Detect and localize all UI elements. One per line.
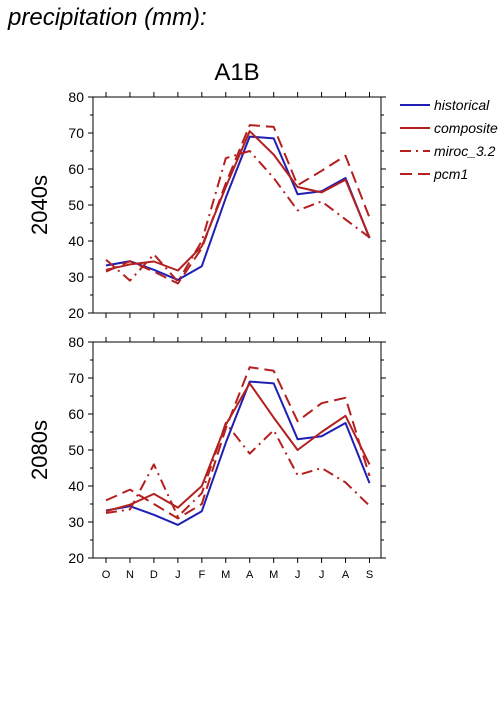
plot-frame — [92, 341, 382, 559]
x-tick-label: S — [366, 569, 373, 581]
panel-0: 20 30 40 50 60 70 80 2040s — [27, 89, 386, 321]
y-tick-label: 40 — [68, 478, 84, 494]
x-tick-label: F — [198, 569, 205, 581]
page-title: precipitation (mm): — [8, 4, 207, 31]
panel-1: 20 30 40 50 60 70 80 O N D J F M A M J J A S 2080s — [27, 334, 386, 581]
chart-legend: historical composite miroc_3.2 pcm1 — [400, 97, 498, 182]
y-tick-label: 80 — [68, 334, 84, 350]
x-tick-label: J — [175, 569, 181, 581]
legend-label: composite — [434, 120, 498, 136]
x-tick-label: A — [246, 569, 254, 581]
x-tick-label: M — [269, 569, 278, 581]
x-tick-label: A — [342, 569, 350, 581]
series-line-composite — [105, 382, 371, 513]
chart-panels: 20 30 40 50 60 70 80 2040s 20 30 40 50 60 70 80 O N D J F M A… — [27, 89, 386, 581]
legend-label: miroc_3.2 — [434, 143, 496, 159]
series-line-miroc-3-2 — [105, 422, 371, 518]
y-tick-label: 20 — [68, 305, 84, 321]
series-line-historical — [105, 380, 371, 526]
series-line-composite — [105, 130, 371, 272]
panel-ylabel: 2040s — [27, 175, 52, 235]
x-tick-label: J — [319, 569, 325, 581]
y-tick-label: 20 — [68, 550, 84, 566]
x-tick-label: D — [150, 569, 158, 581]
series-line-pcm1 — [105, 366, 371, 520]
y-tick-label: 60 — [68, 161, 84, 177]
x-tick-label: N — [126, 569, 134, 581]
series-line-pcm1 — [105, 124, 371, 285]
y-tick-label: 80 — [68, 89, 84, 105]
y-tick-label: 30 — [68, 514, 84, 530]
y-tick-label: 70 — [68, 125, 84, 141]
x-tick-label: O — [102, 569, 111, 581]
y-tick-label: 70 — [68, 370, 84, 386]
y-tick-label: 50 — [68, 442, 84, 458]
series-line-historical — [105, 135, 371, 281]
y-tick-label: 40 — [68, 233, 84, 249]
chart-title: A1B — [214, 59, 259, 86]
x-tick-label: M — [221, 569, 230, 581]
legend-label: historical — [434, 97, 490, 113]
plot-frame — [92, 96, 382, 314]
series-line-miroc-3-2 — [105, 150, 371, 283]
y-tick-label: 30 — [68, 269, 84, 285]
x-tick-label: J — [295, 569, 301, 581]
legend-label: pcm1 — [433, 166, 468, 182]
panel-ylabel: 2080s — [27, 420, 52, 480]
y-tick-label: 60 — [68, 406, 84, 422]
y-tick-label: 50 — [68, 197, 84, 213]
